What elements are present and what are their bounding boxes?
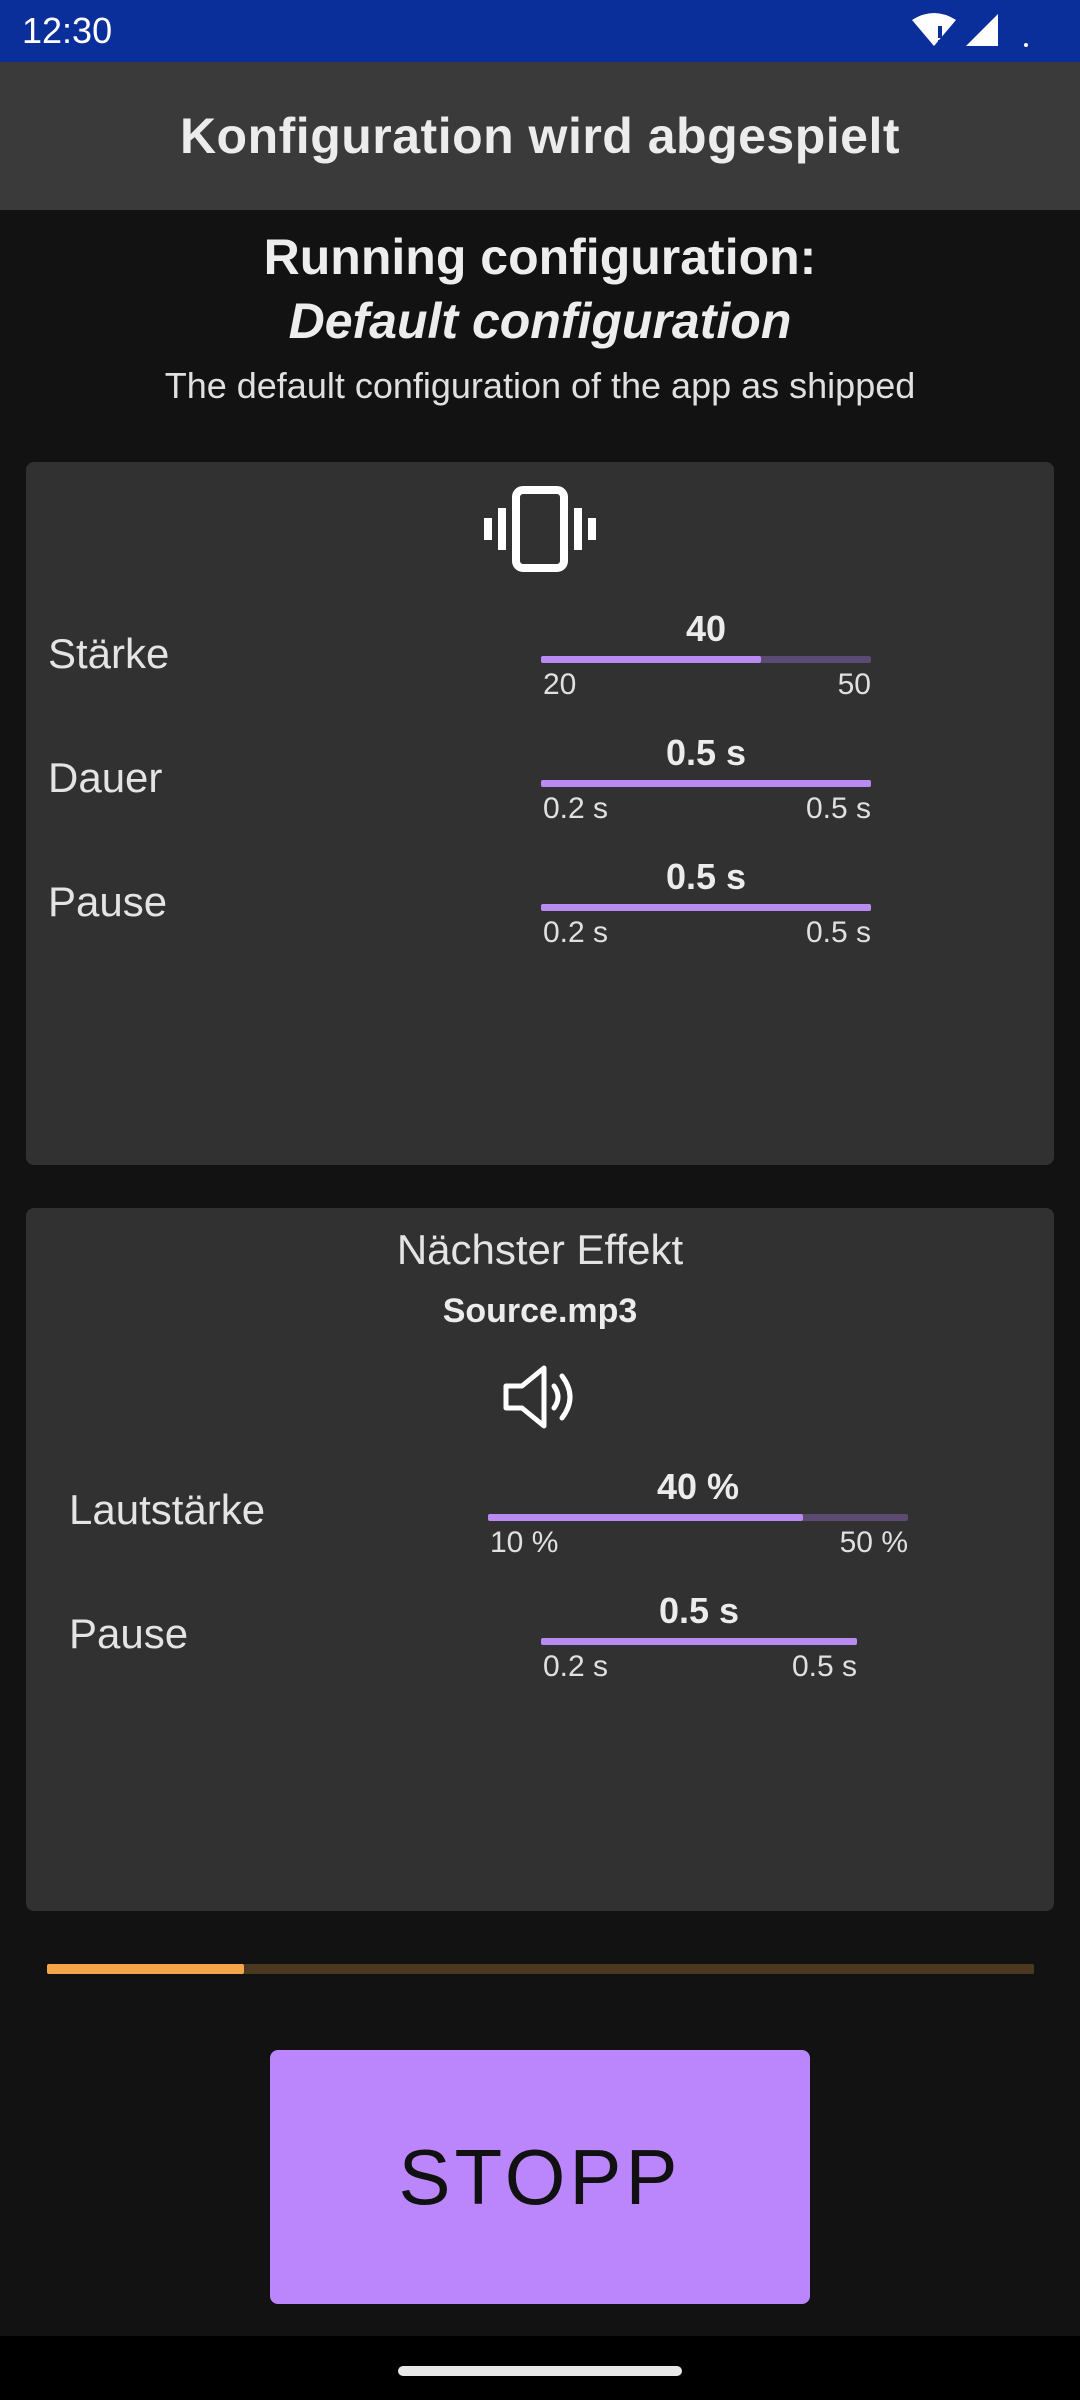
app-title: Konfiguration wird abgespielt [179,108,901,164]
vibration-pause-fill [541,904,871,911]
running-configuration-label: Running configuration: [263,229,817,285]
playback-progress-fill [47,1964,245,1974]
audio-pause-value: 0.5 s [658,1590,740,1631]
configuration-name: Default configuration [288,293,792,349]
app-bar: Konfiguration wird abgespielt [0,62,1080,210]
audio-pause-label: Pause [69,1610,189,1657]
duration-min: 0.2 s [543,792,609,825]
wifi-icon [912,13,956,46]
audio-pause-track[interactable] [541,1638,857,1645]
volume-value: 40 % [656,1466,740,1507]
vibration-pause-value: 0.5 s [665,856,747,897]
strength-slider[interactable]: 40 20 50 [541,608,871,708]
vibration-pause-track[interactable] [541,904,871,911]
strength-label: Stärke [48,630,170,677]
volume-fill [488,1514,803,1521]
home-gesture-handle[interactable] [398,2366,682,2376]
next-effect-title: Nächster Effekt [396,1226,684,1273]
navigation-bar [0,2336,1080,2400]
strength-min: 20 [543,668,577,701]
speaker-icon [502,1362,578,1437]
stop-button[interactable]: STOPP [270,2050,810,2304]
vibration-card: Stärke 40 20 50 Dauer 0.5 s 0.2 s 0.5 s … [26,462,1054,1165]
vibration-pause-min: 0.2 s [543,916,609,949]
signal-icon [966,14,998,46]
volume-max: 50 % [839,1526,908,1559]
duration-value: 0.5 s [665,732,747,773]
volume-track[interactable] [488,1514,908,1521]
audio-pause-min: 0.2 s [543,1650,609,1683]
duration-slider[interactable]: 0.5 s 0.2 s 0.5 s [541,732,871,832]
status-time: 12:30 [22,10,113,51]
status-bar: 12:30 [0,0,1080,62]
vibration-pause-slider[interactable]: 0.5 s 0.2 s 0.5 s [541,856,871,956]
volume-min: 10 % [490,1526,559,1559]
duration-fill [541,780,871,787]
audio-pause-fill [541,1638,857,1645]
strength-value: 40 [685,608,727,649]
dot-icon [1024,43,1028,47]
effect-file-name: Source.mp3 [442,1292,638,1330]
volume-slider[interactable]: 40 % 10 % 50 % [488,1466,908,1566]
strength-max: 50 [837,668,871,701]
duration-label: Dauer [48,754,163,801]
status-icons-svg [912,13,1028,47]
vibration-pause-label: Pause [48,878,168,925]
vibration-icon [484,486,596,577]
playback-progress-bar [47,1964,1034,1974]
duration-max: 0.5 s [805,792,871,825]
configuration-description: The default configuration of the app as … [164,365,916,406]
configuration-header: Running configuration: Default configura… [0,225,1080,407]
status-icons [904,12,1044,52]
audio-pause-max: 0.5 s [791,1650,857,1683]
vibration-pause-max: 0.5 s [805,916,871,949]
audio-pause-slider[interactable]: 0.5 s 0.2 s 0.5 s [541,1590,857,1690]
strength-track[interactable] [541,656,871,663]
volume-label: Lautstärke [69,1486,266,1533]
duration-track[interactable] [541,780,871,787]
next-effect-card: Nächster Effekt Source.mp3 Lautstärke 40… [26,1208,1054,1911]
strength-fill [541,656,762,663]
